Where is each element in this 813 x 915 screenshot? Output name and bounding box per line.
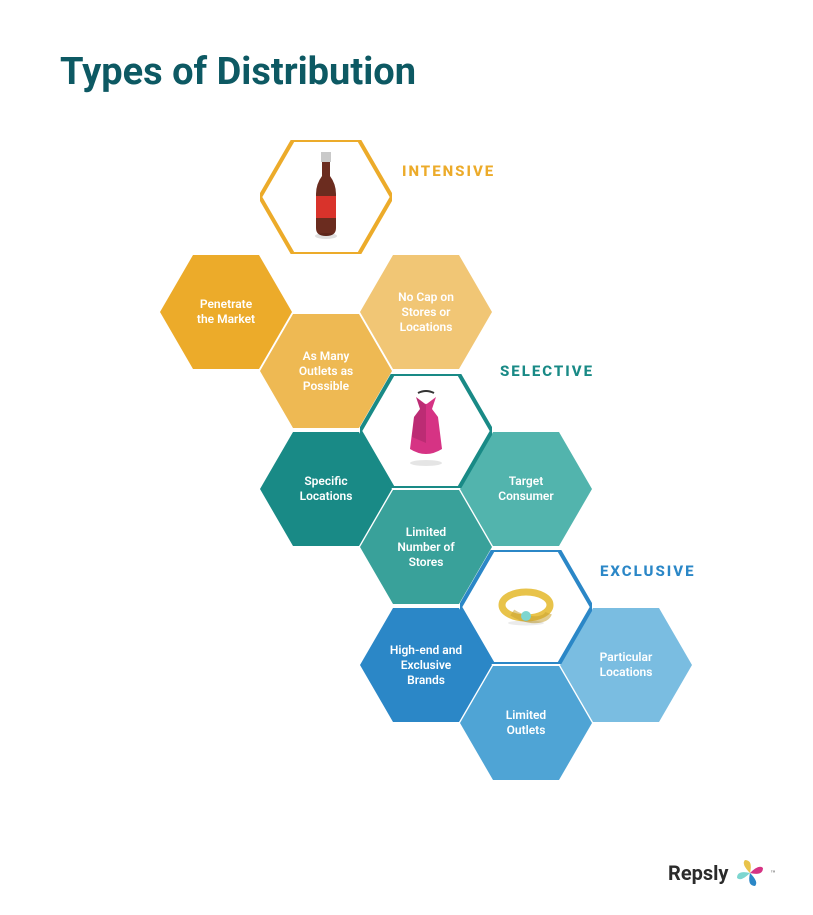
section-label-intensive: INTENSIVE (402, 162, 495, 180)
hex-text-limited-stores: LimitedNumber ofStores (387, 525, 464, 570)
repsly-logo: Repsly ™ (668, 858, 776, 888)
hex-text-outlets: As ManyOutlets asPossible (289, 349, 363, 394)
hex-text-penetrate: Penetratethe Market (187, 297, 265, 327)
ring-icon (496, 583, 556, 627)
repsly-logo-icon (735, 858, 765, 888)
hex-text-limited-outlets: LimitedOutlets (496, 708, 556, 738)
hex-exclusive-icon (460, 550, 592, 664)
hex-text-nocap: No Cap onStores orLocations (388, 290, 464, 335)
section-label-exclusive: EXCLUSIVE (600, 562, 696, 580)
hex-text-highend: High-end andExclusiveBrands (380, 643, 472, 688)
dress-icon (398, 389, 454, 469)
hex-intensive-icon (260, 140, 392, 254)
hex-text-specific: SpecificLocations (290, 474, 363, 504)
hex-limited-outlets: LimitedOutlets (460, 666, 592, 780)
repsly-tm: ™ (771, 869, 776, 878)
hex-selective-icon (360, 374, 492, 488)
section-label-selective: SELECTIVE (500, 362, 594, 380)
page-title: Types of Distribution (60, 50, 416, 94)
hex-text-target: TargetConsumer (488, 474, 563, 504)
bottle-icon (304, 150, 348, 240)
hex-text-particular: ParticularLocations (590, 650, 663, 680)
repsly-logo-text: Repsly (668, 861, 729, 885)
